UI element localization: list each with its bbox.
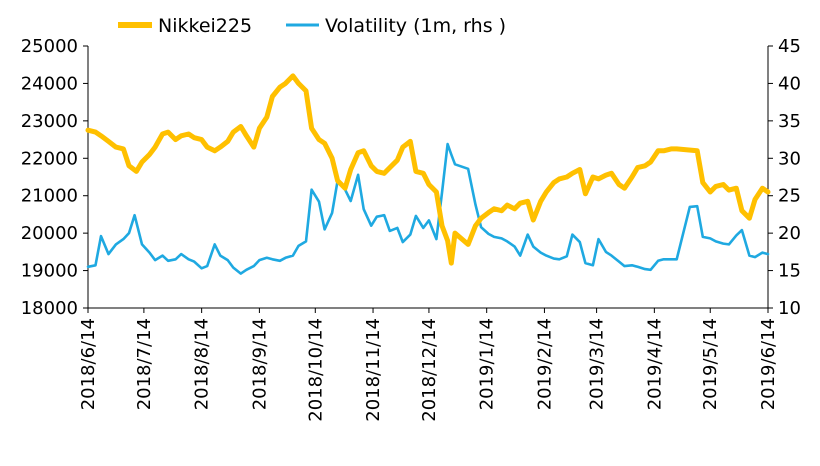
y-left-tick-label: 19000 — [21, 261, 78, 282]
legend: Nikkei225 Volatility (1m, rhs ) — [118, 15, 506, 37]
axes: 18000 19000 20000 21000 22000 23000 24000 25000… — [21, 36, 801, 422]
x-tick-label: 2018/9/14 — [249, 318, 270, 410]
series-line-volatility — [86, 142, 770, 275]
series-layer — [85, 73, 771, 275]
legend-label-volatility: Volatility (1m, rhs ) — [325, 15, 506, 37]
x-tick-label: 2019/4/14 — [644, 318, 665, 410]
x-tick-label: 2018/10/14 — [305, 318, 326, 422]
x-tick-label: 2019/2/14 — [534, 318, 555, 410]
y-left-tick-label: 25000 — [21, 36, 78, 57]
y-right-tick-label: 40 — [778, 73, 801, 94]
y-right-tick-label: 35 — [778, 111, 801, 132]
y-left-tick-label: 21000 — [21, 186, 78, 207]
y-left-tick-label: 18000 — [21, 298, 78, 319]
y-right-tick-label: 45 — [778, 36, 801, 57]
y-left-tick-label: 20000 — [21, 223, 78, 244]
y-left-tick-label: 22000 — [21, 148, 78, 169]
x-tick-label: 2019/1/14 — [477, 318, 498, 410]
x-tick-label: 2018/6/14 — [78, 318, 99, 410]
y-right-tick-label: 20 — [778, 223, 801, 244]
y-right-tick-label: 25 — [778, 186, 801, 207]
x-tick-label: 2018/8/14 — [192, 318, 213, 410]
y-left-tick-label: 23000 — [21, 111, 78, 132]
x-tick-label: 2019/5/14 — [700, 318, 721, 410]
y-right-tick-label: 10 — [778, 298, 801, 319]
y-left-tick-label: 24000 — [21, 73, 78, 94]
series-line-nikkei225 — [85, 73, 771, 266]
y-right-tick-label: 30 — [778, 148, 801, 169]
x-tick-label: 2018/11/14 — [363, 318, 384, 422]
x-tick-label: 2019/3/14 — [587, 318, 608, 410]
x-tick-label: 2018/7/14 — [134, 318, 155, 410]
x-tick-label: 2018/12/14 — [419, 318, 440, 422]
x-tick-label: 2019/6/14 — [758, 318, 779, 410]
legend-label-nikkei225: Nikkei225 — [158, 15, 252, 37]
y-right-tick-label: 15 — [778, 261, 801, 282]
